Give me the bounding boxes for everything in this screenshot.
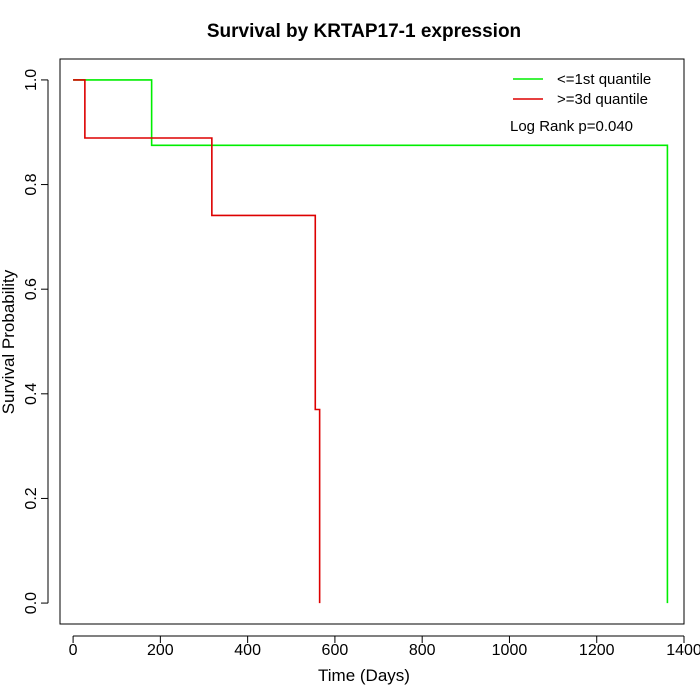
y-tick-label: 0.6: [23, 278, 40, 300]
y-tick-label: 0.8: [23, 173, 40, 195]
x-axis: 0 200 400 600 800 1000 1200 1400: [69, 635, 700, 659]
x-tick-label: 600: [322, 642, 349, 659]
x-tick-label: 400: [234, 642, 261, 659]
legend-label: <=1st quantile: [557, 71, 651, 88]
y-axis: 0.0 0.2 0.4 0.6 0.8 1.0: [23, 69, 49, 614]
legend: <=1st quantile >=3d quantile: [513, 71, 651, 108]
x-tick-label: 1000: [492, 642, 528, 659]
y-tick-label: 0.4: [23, 383, 40, 405]
series-layer: [73, 79, 669, 604]
x-tick-label: 200: [147, 642, 174, 659]
x-tick-label: 0: [69, 642, 78, 659]
y-tick-label: 0.0: [23, 592, 40, 614]
series-line-2: [73, 79, 321, 604]
x-tick-label: 800: [409, 642, 436, 659]
y-axis-label: Survival Probability: [0, 269, 18, 414]
y-tick-label: 1.0: [23, 69, 40, 91]
x-axis-label: Time (Days): [318, 666, 410, 685]
chart-title: Survival by KRTAP17-1 expression: [207, 21, 521, 42]
legend-label: >=3d quantile: [557, 91, 648, 108]
x-tick-label: 1400: [666, 642, 700, 659]
x-tick-label: 1200: [579, 642, 615, 659]
log-rank-annotation: Log Rank p=0.040: [510, 118, 633, 135]
y-tick-label: 0.2: [23, 487, 40, 509]
series-line-1: [73, 79, 669, 604]
plot-frame: [59, 58, 685, 625]
